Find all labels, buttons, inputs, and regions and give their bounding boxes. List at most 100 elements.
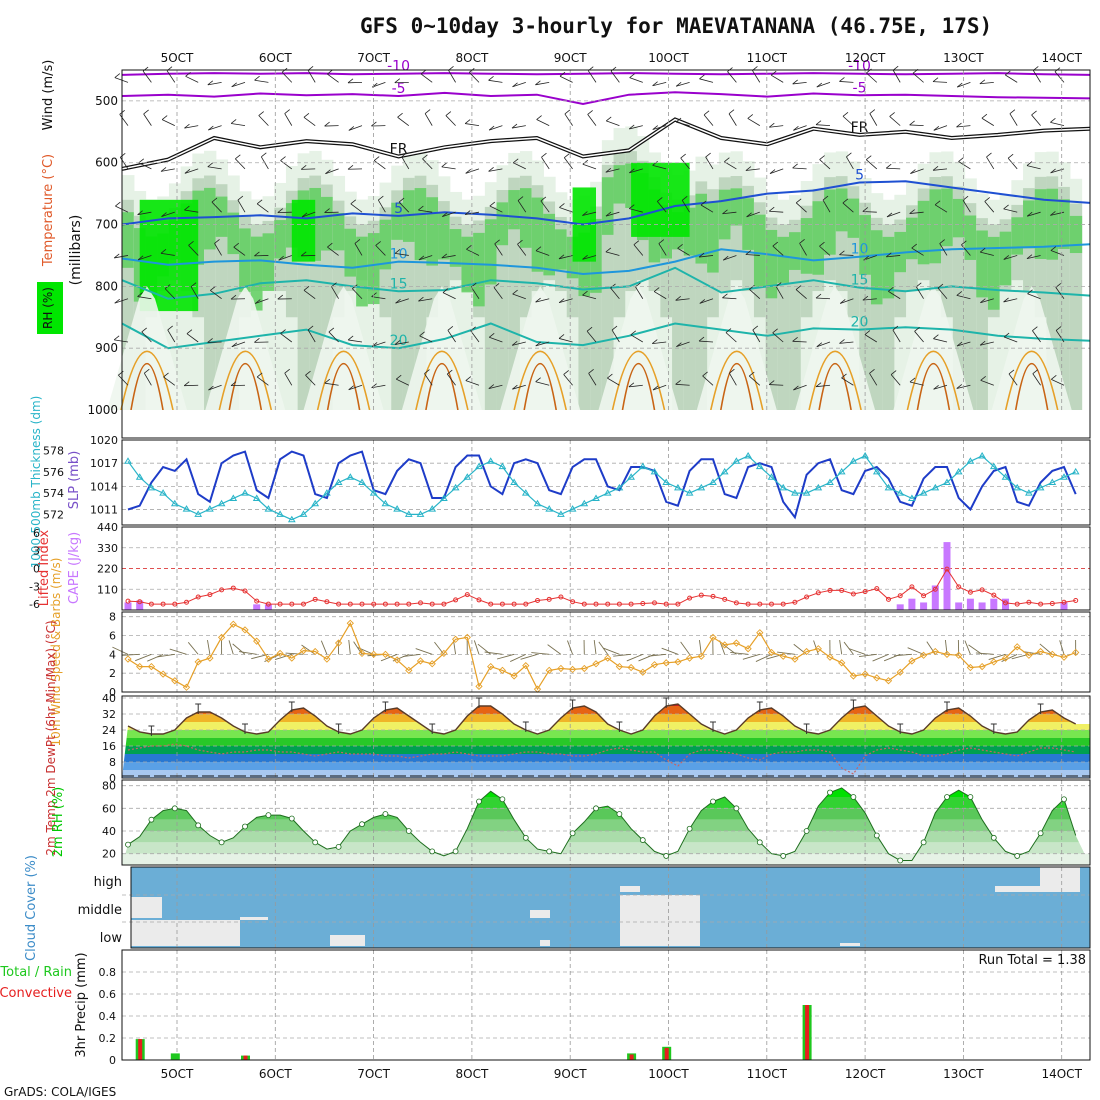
wind10-barb xyxy=(964,640,971,655)
wind-barb xyxy=(488,79,503,83)
wind-barb-flag xyxy=(398,197,405,203)
wind-barb xyxy=(656,201,667,213)
wind-barb-flag xyxy=(652,339,658,344)
rh-point xyxy=(756,839,763,846)
wind-barb xyxy=(442,211,456,217)
temp-axis-label: 2m Temp 2m DewPt (6hr Min/Max) (°C) xyxy=(44,620,58,855)
wind-barb-flag xyxy=(371,383,377,389)
wind-barb xyxy=(748,375,761,386)
wind-barb xyxy=(699,78,714,83)
thickness-point xyxy=(989,462,998,470)
thickness-axis-label: 1000-500mb Thickness (dm) xyxy=(29,396,43,569)
thickness-point xyxy=(147,483,156,491)
wind10-barb xyxy=(496,653,515,660)
wind-barb xyxy=(280,160,293,170)
wind-barb xyxy=(424,373,433,386)
wind-barb-flag xyxy=(347,78,354,84)
wind-speed-point xyxy=(311,647,319,656)
cloud-level-label: middle xyxy=(78,903,122,918)
li-point xyxy=(652,600,657,606)
li-point xyxy=(687,595,693,601)
wind-barb-flag xyxy=(207,80,214,86)
cloud-level-label: high xyxy=(94,875,122,890)
wind-barb-flag xyxy=(911,243,917,249)
wind-speed-point xyxy=(978,662,986,671)
li-point xyxy=(956,584,962,590)
wind-barb-flag xyxy=(932,77,939,82)
wind-barb-flag xyxy=(1050,168,1056,174)
wind-barb xyxy=(348,339,363,343)
li-point xyxy=(733,600,739,606)
cape-bar xyxy=(1002,598,1009,610)
wind-barb-flag xyxy=(793,126,799,131)
wind-speed-point xyxy=(346,619,354,627)
wind10-barb xyxy=(813,640,819,655)
wind-barb xyxy=(512,81,526,88)
rh-shade-green xyxy=(789,232,802,270)
wind-barb xyxy=(137,255,152,261)
li-point xyxy=(137,599,143,605)
wind-barb xyxy=(933,125,948,131)
wind-barb xyxy=(284,372,293,386)
wind-barb xyxy=(587,114,597,126)
thickness-point xyxy=(755,462,764,470)
wind-barb xyxy=(558,255,573,260)
thickness-point xyxy=(697,483,706,491)
surface-gap xyxy=(122,410,1090,438)
cape-bar xyxy=(253,604,261,610)
wind-barb-flag xyxy=(792,163,798,169)
thickness-point xyxy=(732,457,741,464)
top-tick-label: 5OCT xyxy=(161,51,194,65)
cloud-patch xyxy=(1065,867,1080,880)
wind-barb-flag xyxy=(815,293,822,299)
wind-barb-flag xyxy=(610,283,616,289)
li-point xyxy=(254,598,260,604)
cloud-patch xyxy=(330,935,365,946)
wind-barb xyxy=(254,79,269,83)
wind-barb-flag xyxy=(493,283,500,288)
thickness-point xyxy=(802,489,811,496)
wind-speed-point xyxy=(802,647,811,656)
li-point xyxy=(535,598,540,604)
wind-barb-flag xyxy=(208,385,214,391)
isotherm-label: 15 xyxy=(390,276,408,292)
pressure-tick-label: 700 xyxy=(95,218,118,232)
cloud-frame xyxy=(130,866,1091,949)
rh-shade-green xyxy=(531,197,544,272)
wind10-barb xyxy=(858,653,877,657)
wind10-barb xyxy=(147,653,164,662)
wind-barb-flag xyxy=(869,369,875,374)
wind-speed-point xyxy=(381,650,390,658)
wind-barb xyxy=(513,162,526,170)
wind10-barb xyxy=(380,653,398,662)
li-point xyxy=(827,587,833,593)
bottom-tick-label: 8OCT xyxy=(456,1067,489,1081)
rh-shade-green xyxy=(250,236,264,311)
li-point xyxy=(418,600,423,606)
precip-frame xyxy=(121,949,1091,1061)
wind-barb xyxy=(207,81,222,86)
li-point xyxy=(1049,600,1055,606)
isotherm-label: 5 xyxy=(394,201,403,217)
wind-barb xyxy=(185,75,199,83)
thickness-point xyxy=(170,499,179,507)
wind-barb xyxy=(280,333,293,343)
thickness-tick-label: 578 xyxy=(43,445,64,458)
wind-barb xyxy=(563,374,573,386)
wind-speed-point xyxy=(592,660,600,668)
wind-barb xyxy=(587,70,597,83)
wind-barb-flag xyxy=(910,169,916,174)
wind-barb-flag xyxy=(535,80,541,86)
wind-barb xyxy=(162,119,175,126)
wind-barb xyxy=(886,211,901,218)
li-point xyxy=(312,596,318,602)
wind-barb xyxy=(331,286,339,299)
convective-legend: Convective xyxy=(0,986,72,1001)
wind-barb-flag xyxy=(677,243,683,249)
wind-speed-point xyxy=(1001,654,1010,662)
wind-barb xyxy=(470,286,480,299)
li-point xyxy=(453,597,459,603)
wind-barb xyxy=(418,209,433,213)
wind-barb-flag xyxy=(956,341,963,347)
li-point xyxy=(476,597,482,603)
